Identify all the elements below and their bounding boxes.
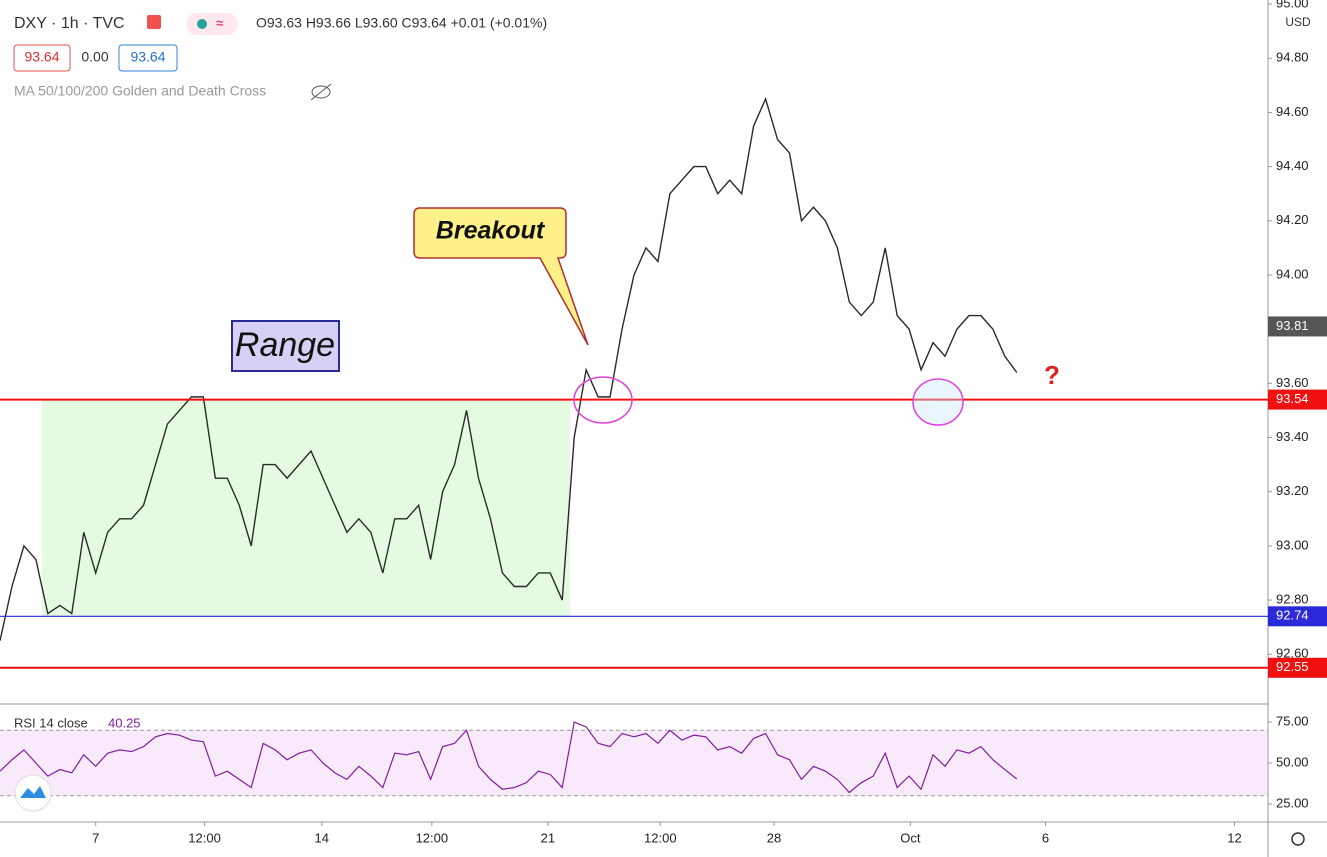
- y-tick-label: 94.00: [1276, 266, 1309, 281]
- spread: 0.00: [81, 49, 108, 65]
- ask-box[interactable]: [118, 44, 178, 72]
- price-badge: [1268, 606, 1327, 627]
- bid-box[interactable]: [13, 44, 71, 72]
- settings-icon[interactable]: [1291, 832, 1305, 846]
- range-box: [231, 320, 340, 372]
- y-tick-label: 94.80: [1276, 50, 1309, 65]
- retest-circle: [912, 378, 964, 426]
- y-tick-label: 93.00: [1276, 537, 1309, 552]
- x-tick-label: 6: [1042, 830, 1049, 845]
- y-tick-label: 25.00: [1276, 795, 1309, 810]
- status-icon: ≈: [216, 15, 223, 30]
- price-badge-label: 92.74: [1276, 608, 1309, 623]
- y-tick-label: 92.80: [1276, 591, 1309, 606]
- x-tick-label: 7: [92, 830, 99, 845]
- y-tick-label: 95.00: [1276, 0, 1309, 11]
- range-annotation: Range: [235, 326, 335, 364]
- x-tick-label: 28: [767, 830, 781, 845]
- bid: 93.64: [24, 49, 59, 65]
- price-line: [0, 96, 1018, 641]
- symbol: DXY · 1h · TVC: [14, 15, 125, 32]
- y-tick-label: 93.20: [1276, 483, 1309, 498]
- logo-mark: [20, 786, 46, 798]
- x-tick-label: Oct: [900, 830, 921, 845]
- status-pill[interactable]: [186, 13, 238, 35]
- last-price-label: 93.81: [1276, 318, 1309, 333]
- x-tick-label: 12:00: [644, 830, 677, 845]
- y-tick-label: 75.00: [1276, 713, 1309, 728]
- price-badge-label: 93.54: [1276, 391, 1309, 406]
- x-tick-label: 12:00: [416, 830, 449, 845]
- ohlc: O93.63 H93.66 L93.60 C93.64 +0.01 (+0.01…: [256, 15, 547, 31]
- y-tick-label: 94.40: [1276, 158, 1309, 173]
- y-tick-label: 94.60: [1276, 104, 1309, 119]
- question-annotation: ?: [1044, 360, 1060, 390]
- x-tick-label: 12: [1227, 830, 1241, 845]
- x-tick-label: 21: [541, 830, 555, 845]
- price-badge: [1268, 657, 1327, 678]
- x-tick-label: 14: [315, 830, 329, 845]
- y-tick-label: 50.00: [1276, 754, 1309, 769]
- y-tick-label: 92.60: [1276, 646, 1309, 661]
- range-zone: [42, 399, 570, 617]
- price-badge-label: 92.55: [1276, 659, 1309, 674]
- currency: USD: [1285, 15, 1311, 29]
- visibility-icon[interactable]: [311, 85, 331, 99]
- y-tick-label: 93.40: [1276, 429, 1309, 444]
- flag-icon[interactable]: [147, 15, 161, 29]
- rsi-title: RSI 14 close: [14, 715, 88, 730]
- visibility-icon-slash: [310, 83, 332, 101]
- indicator-label: MA 50/100/200 Golden and Death Cross: [14, 83, 266, 99]
- last-price-badge: [1268, 316, 1327, 337]
- rsi-line: [0, 721, 1018, 794]
- x-tick-label: 12:00: [188, 830, 221, 845]
- price-badge: [1268, 389, 1327, 410]
- rsi-value: 40.25: [108, 715, 141, 730]
- breakout-annotation: Breakout: [436, 217, 546, 245]
- status-dot: [197, 19, 207, 29]
- breakout-circle: [573, 376, 633, 424]
- y-tick-label: 94.20: [1276, 212, 1309, 227]
- breakout-callout: [413, 207, 589, 346]
- y-tick-label: 93.60: [1276, 375, 1309, 390]
- ask: 93.64: [130, 49, 165, 65]
